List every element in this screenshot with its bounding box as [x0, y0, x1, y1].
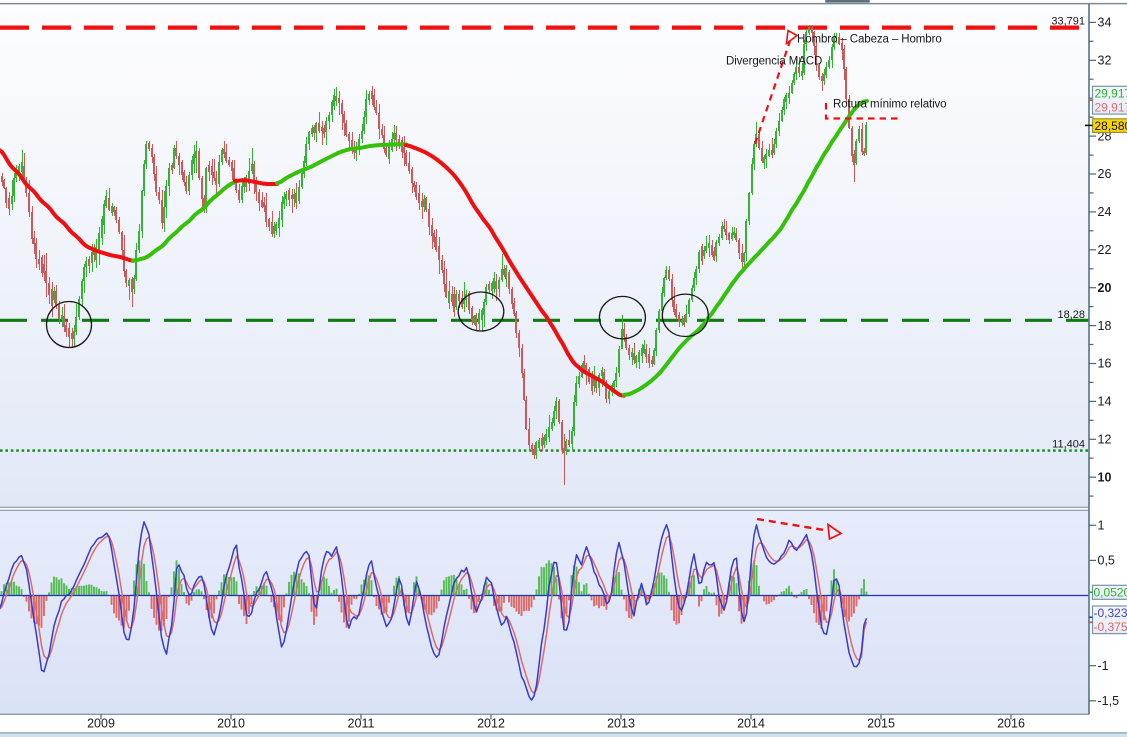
svg-text:2009: 2009: [87, 717, 115, 731]
svg-text:-0,323: -0,323: [1094, 606, 1127, 620]
svg-text:2011: 2011: [348, 717, 375, 731]
svg-text:10: 10: [1098, 470, 1112, 484]
svg-text:11,404: 11,404: [1052, 439, 1085, 451]
svg-text:Divergencia MACD: Divergencia MACD: [726, 56, 822, 68]
svg-text:0,5: 0,5: [1098, 554, 1115, 568]
svg-text:2016: 2016: [997, 717, 1025, 731]
svg-text:2014: 2014: [737, 717, 765, 731]
svg-text:-0,375: -0,375: [1094, 620, 1127, 634]
svg-text:Hombro – Cabeza – Hombro: Hombro – Cabeza – Hombro: [797, 34, 942, 46]
svg-text:20: 20: [1098, 281, 1112, 295]
svg-text:0,0520: 0,0520: [1094, 586, 1127, 600]
svg-text:14: 14: [1098, 395, 1112, 409]
svg-text:12: 12: [1098, 433, 1112, 447]
svg-text:29,917: 29,917: [1095, 87, 1127, 101]
svg-text:22: 22: [1098, 243, 1112, 257]
svg-text:2010: 2010: [217, 717, 245, 731]
svg-text:-1,5: -1,5: [1098, 694, 1120, 708]
svg-text:2015: 2015: [867, 717, 895, 731]
svg-text:32: 32: [1098, 54, 1112, 68]
svg-text:16: 16: [1098, 357, 1112, 371]
svg-text:18: 18: [1098, 319, 1112, 333]
svg-text:Rotura mínimo relativo: Rotura mínimo relativo: [833, 99, 946, 111]
svg-text:34: 34: [1098, 16, 1112, 30]
svg-text:28,580: 28,580: [1095, 119, 1127, 133]
svg-text:18,28: 18,28: [1057, 309, 1085, 321]
svg-text:24: 24: [1098, 205, 1112, 219]
svg-text:1: 1: [1098, 519, 1105, 533]
svg-text:2013: 2013: [607, 717, 635, 731]
svg-text:26: 26: [1098, 167, 1112, 181]
svg-text:2012: 2012: [477, 717, 505, 731]
svg-text:29,917: 29,917: [1095, 101, 1127, 115]
svg-text:-1: -1: [1098, 659, 1109, 673]
svg-text:33,791: 33,791: [1051, 16, 1085, 28]
